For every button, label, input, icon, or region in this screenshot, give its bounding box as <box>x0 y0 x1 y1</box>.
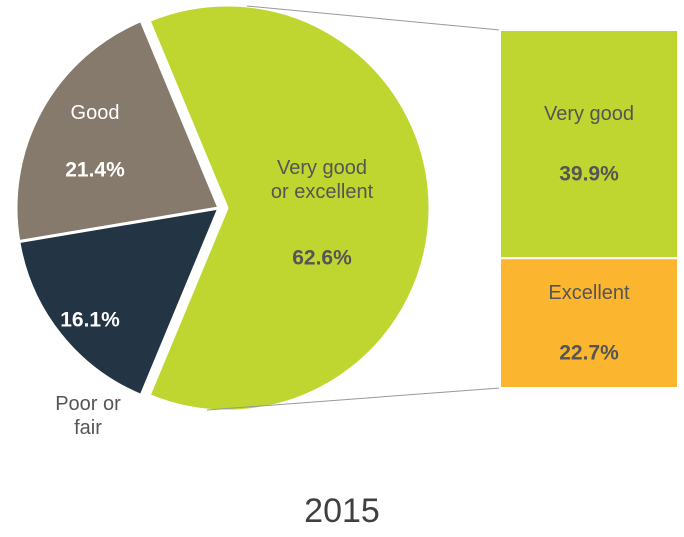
slice-value: 16.1% <box>60 308 120 332</box>
chart-title: 2015 <box>304 492 380 530</box>
connector-line <box>206 387 501 411</box>
bar-value: 39.9% <box>559 162 619 186</box>
pie-slice <box>17 206 222 398</box>
bar-segment <box>499 257 679 389</box>
bar-value: 22.7% <box>559 341 619 365</box>
pie-slice <box>147 3 432 413</box>
bar-label: Excellent <box>548 282 630 305</box>
bar-segment <box>499 29 679 260</box>
pie-slice <box>14 18 222 244</box>
bar-label: Very good <box>543 103 635 126</box>
slice-label: Poor or fair <box>55 393 121 439</box>
slice-label: Very good or excellent <box>270 157 374 203</box>
slice-label: Good <box>70 102 120 124</box>
connector-line <box>246 5 501 31</box>
slice-value: 21.4% <box>65 158 125 182</box>
slice-value: 62.6% <box>292 246 352 270</box>
